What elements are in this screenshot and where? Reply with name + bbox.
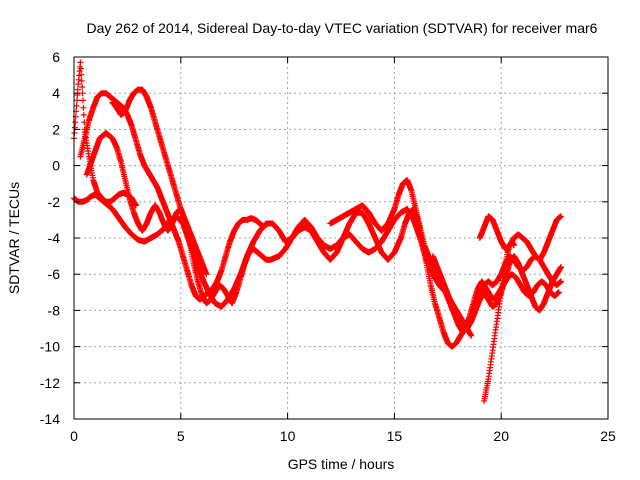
series-track-h [429, 253, 564, 332]
x-tick-label: 25 [600, 428, 616, 444]
y-tick-label: -4 [48, 230, 61, 246]
data-point-markers [77, 90, 268, 303]
x-tick-label: 0 [70, 428, 78, 444]
x-tick-label: 10 [280, 428, 296, 444]
data-series [71, 59, 564, 404]
y-tick-label: 0 [52, 158, 60, 174]
series-track-g [327, 177, 564, 336]
chart-title: Day 262 of 2014, Sidereal Day-to-day VTE… [87, 20, 598, 36]
y-tick-label: -14 [40, 411, 60, 427]
axis-ticks: 0 5 10 15 20 25 -14 -12 -10 -8 -6 -4 -2 0 2 4 6 [40, 49, 616, 444]
y-tick-label: -2 [48, 194, 61, 210]
x-tick-label: 5 [177, 428, 185, 444]
data-point-markers [109, 86, 210, 278]
x-axis-label: GPS time / hours [288, 456, 395, 472]
x-tick-label: 20 [493, 428, 509, 444]
grid [74, 57, 608, 419]
y-tick-label: -12 [40, 375, 60, 391]
y-tick-label: -6 [48, 266, 61, 282]
y-tick-label: -10 [40, 339, 60, 355]
y-tick-label: 2 [52, 121, 60, 137]
y-axis-label: SDTVAR / TECUs [6, 182, 22, 294]
data-point-markers [327, 177, 564, 336]
series-track-d [77, 90, 268, 303]
data-point-markers [429, 253, 564, 332]
x-tick-label: 15 [387, 428, 403, 444]
y-tick-label: 6 [52, 49, 60, 65]
series-track-j [476, 213, 564, 263]
data-point-markers [476, 213, 564, 263]
y-tick-label: 4 [52, 85, 60, 101]
y-tick-label: -8 [48, 302, 61, 318]
series-track-e [109, 86, 210, 278]
